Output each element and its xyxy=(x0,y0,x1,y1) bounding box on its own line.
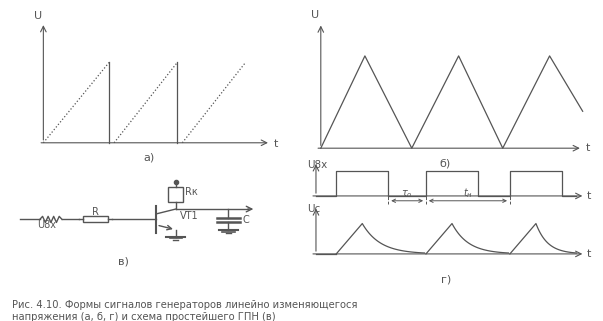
Text: t: t xyxy=(587,191,591,201)
Text: C: C xyxy=(242,215,249,225)
Text: t: t xyxy=(586,143,590,153)
Text: U8х: U8х xyxy=(37,220,56,230)
Text: а): а) xyxy=(144,152,155,162)
Text: Рис. 4.10. Формы сигналов генераторов линейно изменяющегося
напряжения (а, б, г): Рис. 4.10. Формы сигналов генераторов ли… xyxy=(12,300,358,321)
Text: Rк: Rк xyxy=(186,187,198,197)
Text: в): в) xyxy=(118,257,128,267)
Bar xyxy=(83,216,108,222)
Text: б): б) xyxy=(439,158,450,168)
Text: U: U xyxy=(34,11,42,21)
Text: Uc: Uc xyxy=(308,204,321,214)
Text: U: U xyxy=(311,10,320,20)
Text: $t_н$: $t_н$ xyxy=(463,186,473,200)
Text: R: R xyxy=(92,207,99,217)
Text: t: t xyxy=(273,139,277,149)
Text: U8х: U8х xyxy=(308,160,327,170)
Text: VT1: VT1 xyxy=(180,211,198,221)
Text: $\tau_o$: $\tau_o$ xyxy=(402,188,413,200)
Bar xyxy=(168,187,183,202)
Text: г): г) xyxy=(441,274,451,285)
Text: t: t xyxy=(587,249,591,259)
